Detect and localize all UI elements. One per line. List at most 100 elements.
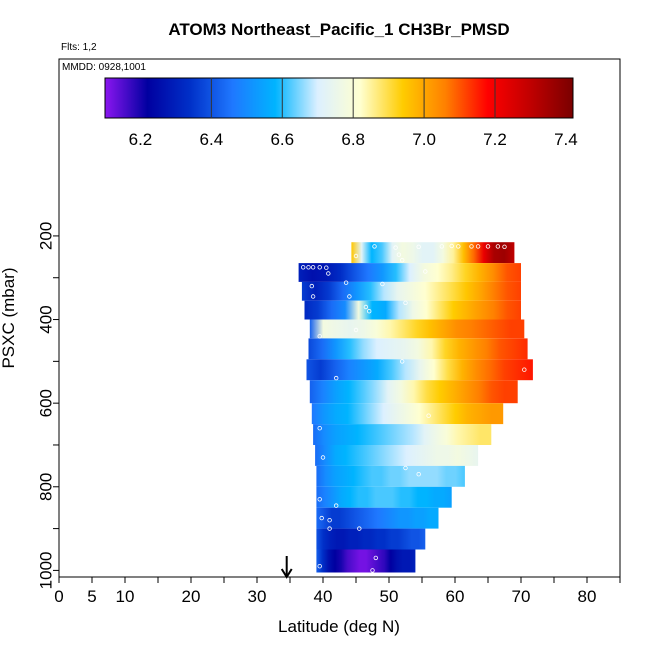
sample-point (393, 245, 398, 250)
x-tick-label: 50 (380, 587, 399, 606)
y-tick-label: 600 (36, 389, 55, 417)
sample-point (423, 269, 428, 274)
plot-frame (58, 58, 621, 578)
x-tick-label: 60 (446, 587, 465, 606)
sample-point (439, 244, 444, 249)
sample-point (327, 526, 332, 531)
sample-point (502, 244, 507, 249)
marker-head (280, 568, 293, 579)
y-tick-label: 800 (36, 473, 55, 501)
y-axis: 200 400 600 800 1000 (36, 222, 59, 589)
chart-title: ATOM3 Northeast_Pacific_1 CH3Br_PMSD (168, 20, 509, 39)
flights-annotation: Flts: 1,2 (61, 42, 97, 53)
sample-point (319, 515, 324, 521)
sample-point (400, 258, 405, 263)
colorbar-tick-labels: 6.2 6.4 6.6 6.8 7.0 7.2 7.4 (129, 130, 578, 149)
y-axis-label: PSXC (mbar) (0, 267, 18, 368)
sample-point (327, 518, 332, 523)
colorbar-tick-label: 6.8 (341, 130, 365, 149)
sample-point (372, 244, 377, 249)
heatmap-layer (313, 424, 492, 445)
heatmap-layer (316, 528, 426, 550)
sample-point (469, 244, 474, 249)
sample-point (317, 426, 322, 431)
sample-point (326, 271, 331, 276)
sample-point (403, 300, 408, 305)
heatmap-layer (316, 507, 439, 529)
y-tick-label: 200 (37, 222, 56, 250)
sample-point (495, 244, 501, 249)
heatmap-layer (316, 549, 416, 573)
sample-point (347, 294, 352, 299)
colorbar-tick-label: 6.4 (200, 130, 224, 149)
colorbar (104, 77, 574, 119)
heatmap-layer (316, 465, 465, 487)
heatmap-layer (301, 281, 521, 301)
sample-point (396, 252, 402, 257)
sample-point (416, 472, 421, 477)
heatmap-layer (309, 380, 518, 404)
x-tick-label: 0 (54, 587, 63, 606)
colorbar-tick-label: 6.6 (270, 130, 294, 149)
sample-point (317, 265, 322, 270)
sample-point (426, 413, 431, 418)
dates-annotation: MMDD: 0928,1001 (62, 62, 146, 73)
sample-point (310, 265, 316, 270)
sample-point (324, 265, 329, 270)
sample-point (485, 244, 491, 249)
heatmap-layer (308, 338, 528, 360)
sample-point (380, 281, 385, 287)
sample-point (367, 309, 372, 314)
x-axis-label: Latitude (deg N) (278, 617, 400, 636)
sample-point (416, 244, 421, 249)
sample-point (306, 265, 311, 270)
sample-point (310, 294, 316, 299)
colorbar-tick-label: 7.0 (412, 130, 436, 149)
sample-point (522, 367, 527, 372)
sample-point (317, 334, 322, 339)
y-tick-label: 1000 (36, 551, 55, 589)
sample-point (301, 265, 306, 270)
sample-point (400, 359, 405, 364)
colorbar-tick-label: 7.4 (554, 130, 578, 149)
y-tick-label: 400 (37, 305, 56, 333)
heatmap-layer (309, 319, 525, 339)
colorbar-tick-label: 6.2 (129, 130, 153, 149)
heatmap-layer (298, 263, 521, 282)
heatmap-layer (351, 242, 515, 264)
x-tick-label: 40 (314, 587, 333, 606)
colorbar-tick-label: 7.2 (483, 130, 507, 149)
heatmap-layer (316, 486, 452, 508)
sample-point (357, 526, 362, 531)
x-tick-label: 30 (248, 587, 267, 606)
x-tick-label: 80 (578, 587, 597, 606)
sample-point (317, 564, 322, 569)
heatmap-layer (304, 300, 521, 320)
x-tick-label: 20 (182, 587, 201, 606)
sample-point (449, 243, 454, 249)
sample-point (403, 465, 408, 471)
latitude-marker-arrow (280, 556, 293, 579)
sample-point (334, 503, 339, 508)
sample-point (363, 304, 369, 310)
sample-point (343, 280, 349, 285)
heatmap-layer (311, 403, 504, 425)
heatmap-layer (315, 445, 479, 466)
sample-point (373, 555, 378, 561)
sample-point (334, 375, 339, 381)
heatmap-layers (298, 242, 533, 573)
x-tick-label: 70 (512, 587, 531, 606)
sample-point (353, 327, 359, 333)
sample-point (370, 568, 375, 573)
sample-points (301, 243, 527, 573)
sample-point (456, 244, 461, 249)
sample-point (317, 497, 322, 502)
colorbar-gradient (104, 77, 574, 119)
heatmap-layer (306, 359, 533, 381)
x-tick-label: 5 (87, 587, 96, 606)
sample-point (320, 455, 326, 460)
sample-point (309, 283, 314, 289)
sample-point (475, 244, 481, 249)
x-axis: 0 5 10 20 30 40 50 60 70 80 (54, 577, 621, 606)
